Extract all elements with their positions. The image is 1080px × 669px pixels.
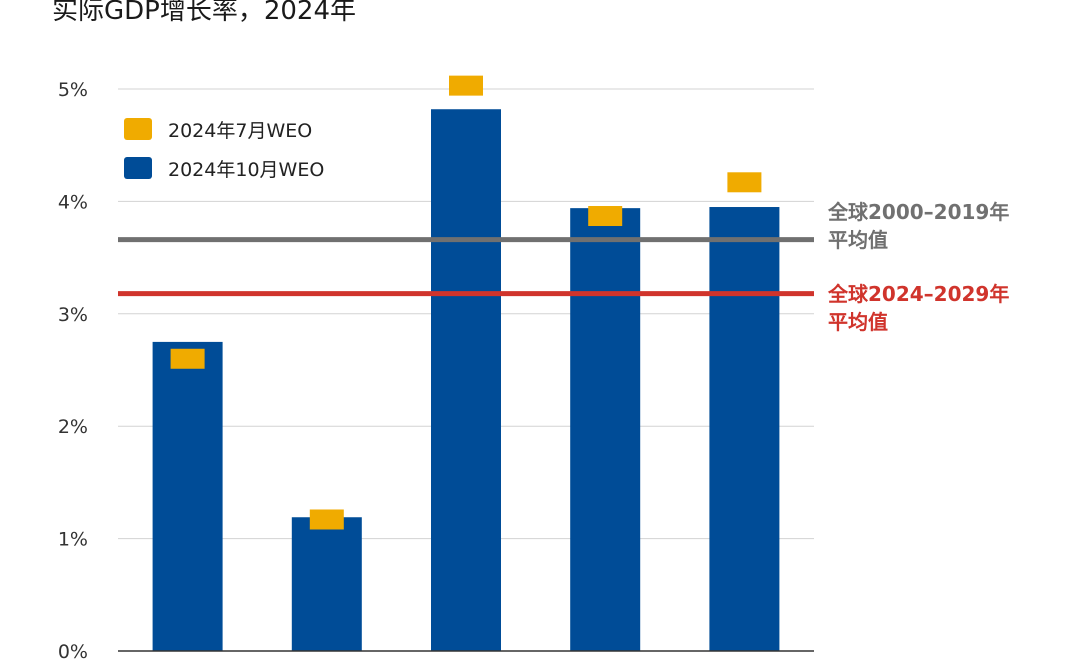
ref-label-historical-line2: 平均值 [828, 228, 888, 252]
marker-july [588, 206, 623, 227]
marker-july [727, 172, 762, 193]
bars [152, 109, 780, 652]
y-tick-label: 4% [58, 191, 88, 213]
y-tick-label: 0% [58, 641, 88, 663]
bar-october [291, 517, 362, 651]
bar-october [431, 109, 501, 652]
ref-label-projection-line2: 平均值 [828, 310, 888, 334]
marker-july [170, 348, 205, 369]
reference-labels: 全球2000–2019年 平均值 全球2024–2029年 平均值 [827, 200, 1009, 334]
y-axis-ticks: 0% 1% 2% 3% 4% 5% [58, 79, 88, 663]
marker-july [309, 509, 344, 530]
legend-label-october: 2024年10月WEO [168, 159, 324, 181]
ref-label-historical-line1: 全球2000–2019年 [827, 200, 1009, 224]
chart-title: 实际GDP增长率，2024年 [52, 0, 357, 26]
y-tick-label: 5% [58, 79, 88, 101]
bar-october [570, 208, 641, 652]
y-tick-label: 3% [58, 304, 88, 326]
y-tick-label: 2% [58, 416, 88, 438]
bar-october [152, 341, 223, 651]
legend-label-july: 2024年7月WEO [168, 120, 312, 142]
reference-lines [118, 237, 814, 297]
legend-swatch-july [124, 118, 152, 140]
legend: 2024年7月WEO 2024年10月WEO [124, 118, 324, 181]
legend-swatch-october [124, 157, 152, 179]
marker-july [449, 75, 483, 96]
y-tick-label: 1% [58, 529, 88, 551]
bar-october [709, 207, 780, 651]
july-markers [170, 75, 762, 530]
ref-label-projection-line1: 全球2024–2029年 [827, 282, 1009, 306]
